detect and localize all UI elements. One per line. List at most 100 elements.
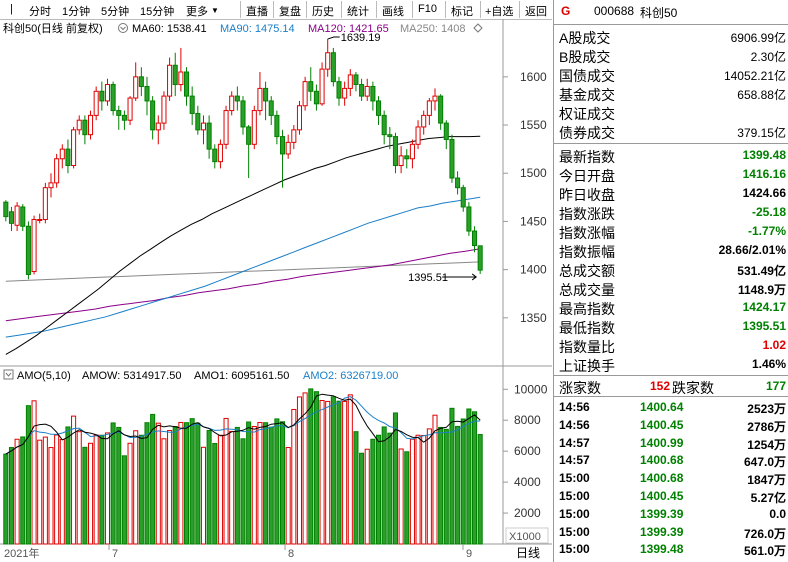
candle-body [8, 211, 15, 224]
tab-more[interactable]: 更多 [186, 6, 208, 18]
index-row-label: 今日开盘 [559, 168, 615, 184]
amo-bar [195, 422, 201, 545]
amo-bar [167, 430, 173, 545]
candle-body [330, 52, 336, 83]
candle-body [93, 90, 99, 116]
stats-button[interactable]: 统计 [347, 6, 369, 18]
amo-bar [477, 434, 483, 545]
tick-volume: 2786万 [747, 419, 786, 434]
stat-row: 国债成交 14052.21亿 [554, 65, 788, 84]
amo-bar [347, 394, 353, 545]
y-tick-label: 1450 [520, 214, 547, 228]
kline-chart[interactable]: 1600 1550 1500 1450 1400 1350 10000 8000 6000 400… [0, 19, 552, 562]
candle-body [291, 129, 297, 143]
candle-body [206, 122, 212, 150]
amo-bar [257, 421, 263, 545]
add-watchlist-button[interactable]: +自选 [485, 6, 514, 18]
candle-body [477, 245, 483, 271]
period-daily-button[interactable]: 日线 [516, 546, 540, 560]
amo-bar [387, 432, 393, 545]
candle-body [274, 114, 280, 138]
amo-bar [14, 438, 20, 545]
candle-body [76, 119, 82, 131]
chevron-down-icon[interactable] [118, 23, 128, 33]
sep-icon: | [10, 3, 13, 15]
candle-body [82, 119, 88, 136]
stat-row: A股成交 6906.99亿 [554, 27, 788, 46]
amo-bar [82, 446, 88, 545]
amo-bar [144, 422, 150, 545]
f10-button[interactable]: F10 [418, 3, 437, 15]
amo1-legend: AMO1: 6095161.50 [194, 370, 289, 382]
draw-line-button[interactable]: 画线 [382, 6, 404, 18]
tick-row: 15:00 1400.45 5.27亿 [554, 488, 788, 506]
stat-row: 债券成交 379.15亿 [554, 122, 788, 141]
amo-bar [460, 418, 466, 545]
index-row-label: 昨日收盘 [559, 187, 615, 203]
tick-row: 14:56 1400.45 2786万 [554, 417, 788, 435]
amo-bar [37, 439, 43, 545]
history-button[interactable]: 历史 [312, 6, 334, 18]
chevron-down-icon[interactable]: ▼ [211, 6, 219, 15]
stat-row: 权证成交 [554, 103, 788, 122]
amo-bar [381, 426, 387, 545]
candle-body [432, 95, 438, 102]
tick-time: 15:00 [559, 524, 590, 539]
tab-intraday[interactable]: 分时 [29, 6, 51, 18]
candle-body [161, 95, 167, 124]
amo-bar [217, 434, 223, 545]
month-label-jul: 7 [112, 548, 118, 560]
ma250-legend: MA250: 1408 [400, 23, 465, 35]
candle-body [409, 143, 415, 160]
live-button[interactable]: 直播 [246, 6, 268, 18]
index-row: 最高指数 1424.17 [554, 298, 788, 317]
candle-body [353, 74, 359, 86]
candle-body [251, 110, 257, 145]
amo-bar [8, 447, 15, 545]
candle-body [229, 95, 235, 112]
tab-15min[interactable]: 15分钟 [140, 6, 175, 18]
amo-bar [319, 400, 325, 545]
collapse-icon[interactable] [3, 369, 14, 380]
y-tick-label: 1500 [520, 166, 547, 180]
amo-bar [251, 425, 257, 545]
candle-body [375, 100, 382, 116]
up-count-label: 涨家数 [559, 380, 601, 396]
amo-bar [110, 422, 116, 545]
amo-bar [59, 438, 65, 545]
tick-volume: 726.0万 [743, 526, 786, 541]
amo-bar [274, 418, 280, 545]
tick-time: 14:56 [559, 417, 590, 432]
candle-body [217, 143, 223, 163]
candle-body [178, 71, 184, 86]
index-row-value: 1416.16 [742, 167, 786, 181]
mark-button[interactable]: 标记 [451, 6, 473, 18]
candle-body [150, 100, 156, 131]
candle-body [212, 148, 218, 163]
tab-5min[interactable]: 5分钟 [101, 6, 130, 18]
candle-body [25, 225, 31, 275]
amo-bar [229, 430, 235, 545]
tick-row: 14:57 1400.68 647.0万 [554, 452, 788, 470]
candle-body [240, 100, 246, 128]
group-icon[interactable]: G [561, 4, 571, 18]
candle-body [308, 81, 314, 92]
amo-bar [200, 446, 207, 545]
review-button[interactable]: 复盘 [279, 6, 301, 18]
candle-body [302, 81, 308, 107]
amo-bar [3, 453, 9, 545]
candle-body [59, 148, 65, 160]
amo-bar [325, 400, 331, 545]
stat-row-value: 379.15亿 [737, 126, 786, 140]
back-button[interactable]: 返回 [525, 6, 547, 18]
chevron-down-icon [5, 372, 12, 377]
amo-bar [263, 422, 269, 545]
amo-bar [342, 400, 348, 545]
tick-time: 14:57 [559, 435, 590, 450]
diamond-icon[interactable] [473, 23, 483, 33]
amo-bar [364, 448, 370, 545]
index-row: 总成交量 1148.9万 [554, 279, 788, 298]
index-row: 上证换手 1.46% [554, 355, 788, 374]
tab-1min[interactable]: 1分钟 [62, 6, 91, 18]
index-row: 昨日收盘 1424.66 [554, 184, 788, 203]
